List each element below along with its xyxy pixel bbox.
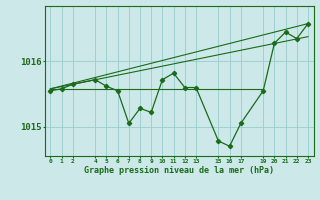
X-axis label: Graphe pression niveau de la mer (hPa): Graphe pression niveau de la mer (hPa) (84, 166, 274, 175)
